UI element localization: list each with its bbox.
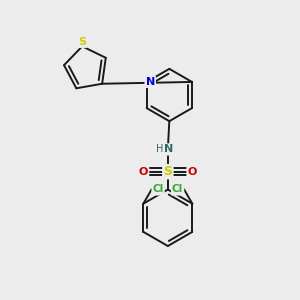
Text: Cl: Cl bbox=[152, 184, 164, 194]
Text: O: O bbox=[188, 167, 197, 177]
Text: H: H bbox=[156, 144, 163, 154]
Text: O: O bbox=[139, 167, 148, 177]
Text: Cl: Cl bbox=[172, 184, 183, 194]
Text: S: S bbox=[78, 37, 86, 47]
Text: N: N bbox=[164, 144, 173, 154]
Text: S: S bbox=[163, 165, 172, 178]
Text: N: N bbox=[146, 77, 155, 87]
